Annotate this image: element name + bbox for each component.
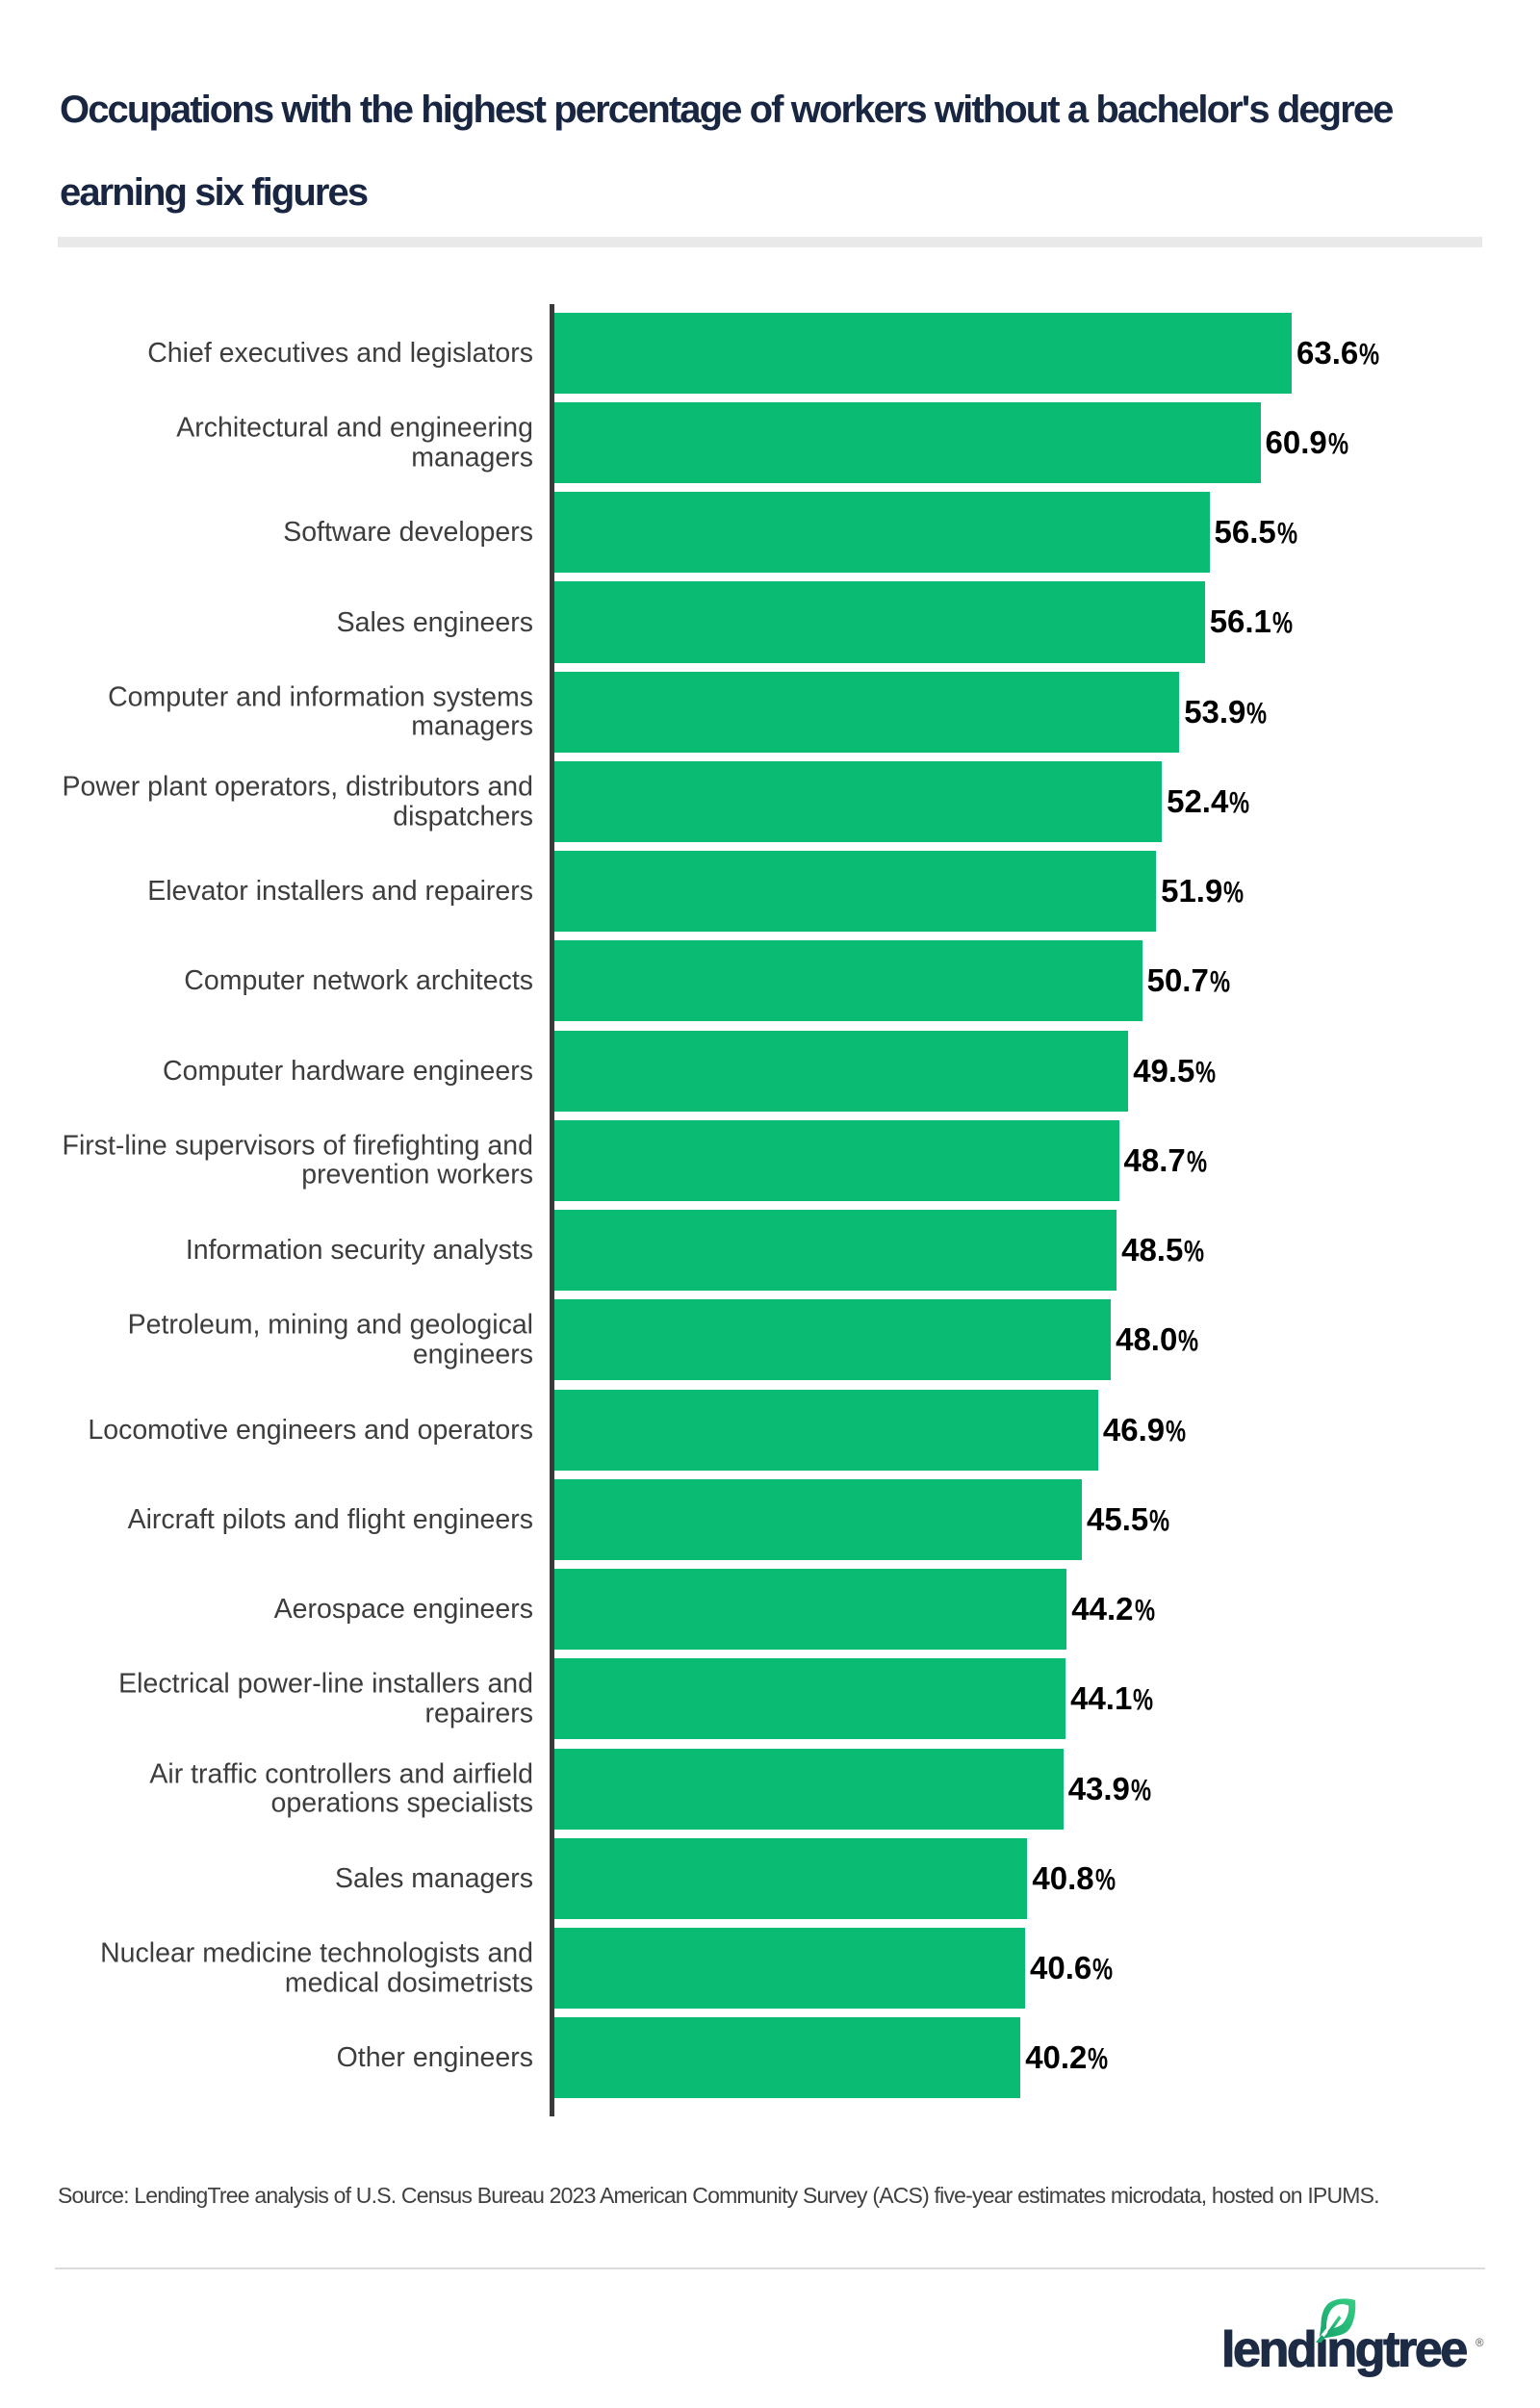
svg-text:®: ® bbox=[1476, 2338, 1484, 2349]
